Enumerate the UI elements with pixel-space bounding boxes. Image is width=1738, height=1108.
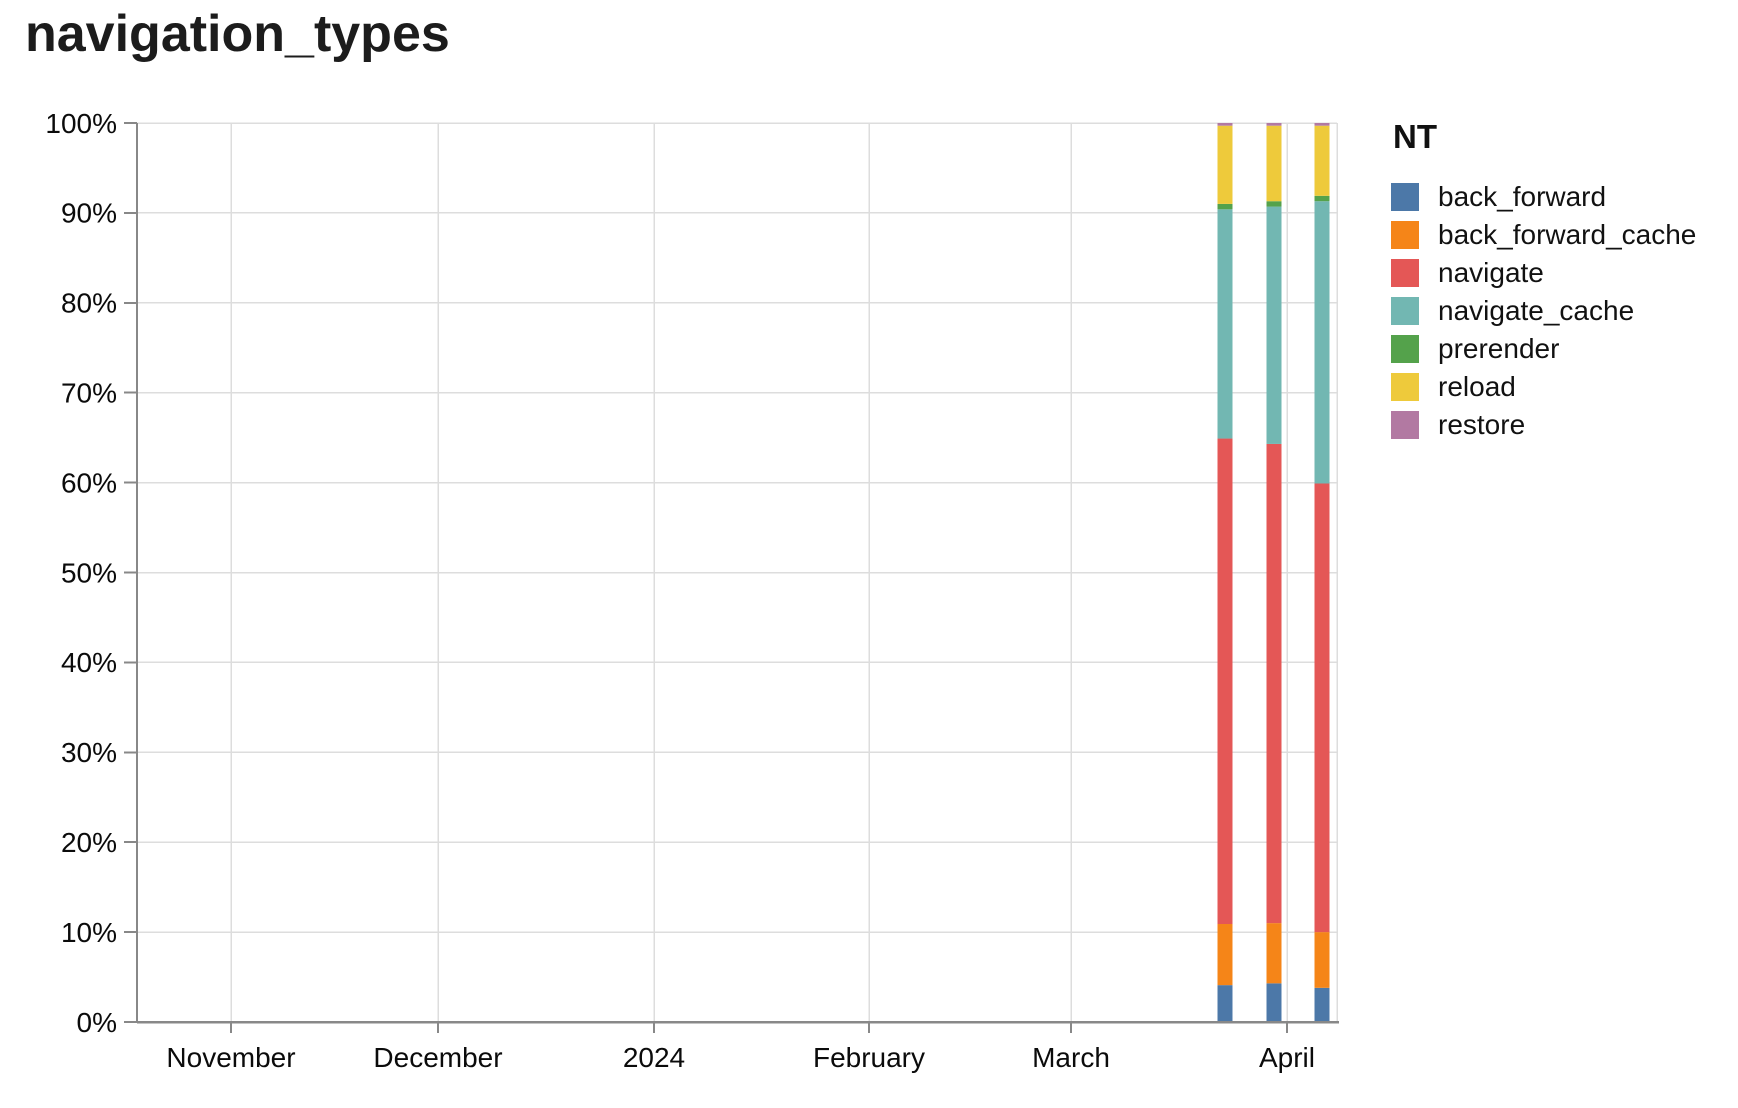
bar-segment — [1314, 932, 1330, 988]
y-tick-label: 0% — [77, 1007, 117, 1038]
bar-segment — [1314, 123, 1330, 126]
legend-item-label: reload — [1438, 371, 1516, 402]
legend-item: navigate_cache — [1391, 292, 1731, 330]
bar-segment — [1314, 987, 1330, 1022]
legend-item-label: back_forward — [1438, 181, 1607, 212]
bar-segment — [1266, 923, 1282, 984]
legend-item: prerender — [1391, 330, 1731, 368]
bar-segment — [1314, 201, 1330, 484]
x-tick-label: December — [373, 1042, 502, 1073]
legend-item: navigate — [1391, 254, 1731, 292]
x-tick-label: November — [166, 1042, 295, 1073]
legend-item-label: prerender — [1438, 333, 1560, 364]
x-tick-label: April — [1259, 1042, 1315, 1073]
bar-segment — [1217, 125, 1233, 204]
bar-segment — [1217, 123, 1233, 126]
y-tick-label: 90% — [61, 198, 117, 229]
bar-segment — [1217, 924, 1233, 986]
legend-items: back_forward back_forward_cache navigate na… — [1391, 178, 1731, 444]
legend-swatch — [1391, 221, 1419, 249]
legend-item: back_forward — [1391, 178, 1731, 216]
y-tick-label: 30% — [61, 737, 117, 768]
y-tick-label: 20% — [61, 827, 117, 858]
y-tick-label: 100% — [45, 108, 117, 139]
bar-segment — [1314, 125, 1330, 196]
legend-item-label: navigate — [1438, 257, 1544, 288]
legend-item-label: back_forward_cache — [1438, 219, 1697, 250]
y-tick-label: 50% — [61, 557, 117, 588]
y-tick-label: 40% — [61, 647, 117, 678]
bar-segment — [1266, 123, 1282, 126]
legend-item: restore — [1391, 406, 1731, 444]
bar-segment — [1217, 438, 1233, 925]
bar-segment — [1266, 983, 1282, 1022]
legend-swatch — [1391, 259, 1419, 287]
y-tick-label: 80% — [61, 288, 117, 319]
legend-swatch — [1391, 297, 1419, 325]
legend-item-label: restore — [1438, 409, 1526, 440]
bar-segment — [1217, 209, 1233, 439]
x-tick-label: 2024 — [623, 1042, 685, 1073]
legend-swatch — [1391, 183, 1419, 211]
bar-segment — [1266, 206, 1282, 444]
y-tick-label: 10% — [61, 917, 117, 948]
legend-swatch — [1391, 335, 1419, 363]
legend-item: reload — [1391, 368, 1731, 406]
y-tick-label: 70% — [61, 378, 117, 409]
legend-item: back_forward_cache — [1391, 216, 1731, 254]
bar-segment — [1266, 201, 1282, 207]
bar-segment — [1314, 195, 1330, 202]
bar-segment — [1217, 985, 1233, 1022]
legend-title: NT — [1393, 118, 1437, 155]
bar-segment — [1266, 125, 1282, 202]
bar-segment — [1266, 443, 1282, 924]
x-tick-label: February — [813, 1042, 925, 1073]
bar-segment — [1217, 203, 1233, 210]
legend-swatch — [1391, 373, 1419, 401]
legend-swatch — [1391, 411, 1419, 439]
x-tick-label: March — [1032, 1042, 1110, 1073]
legend-item-label: navigate_cache — [1438, 295, 1635, 326]
y-tick-label: 60% — [61, 467, 117, 498]
bar-segment — [1314, 483, 1330, 933]
chart-title: navigation_types — [25, 5, 450, 63]
